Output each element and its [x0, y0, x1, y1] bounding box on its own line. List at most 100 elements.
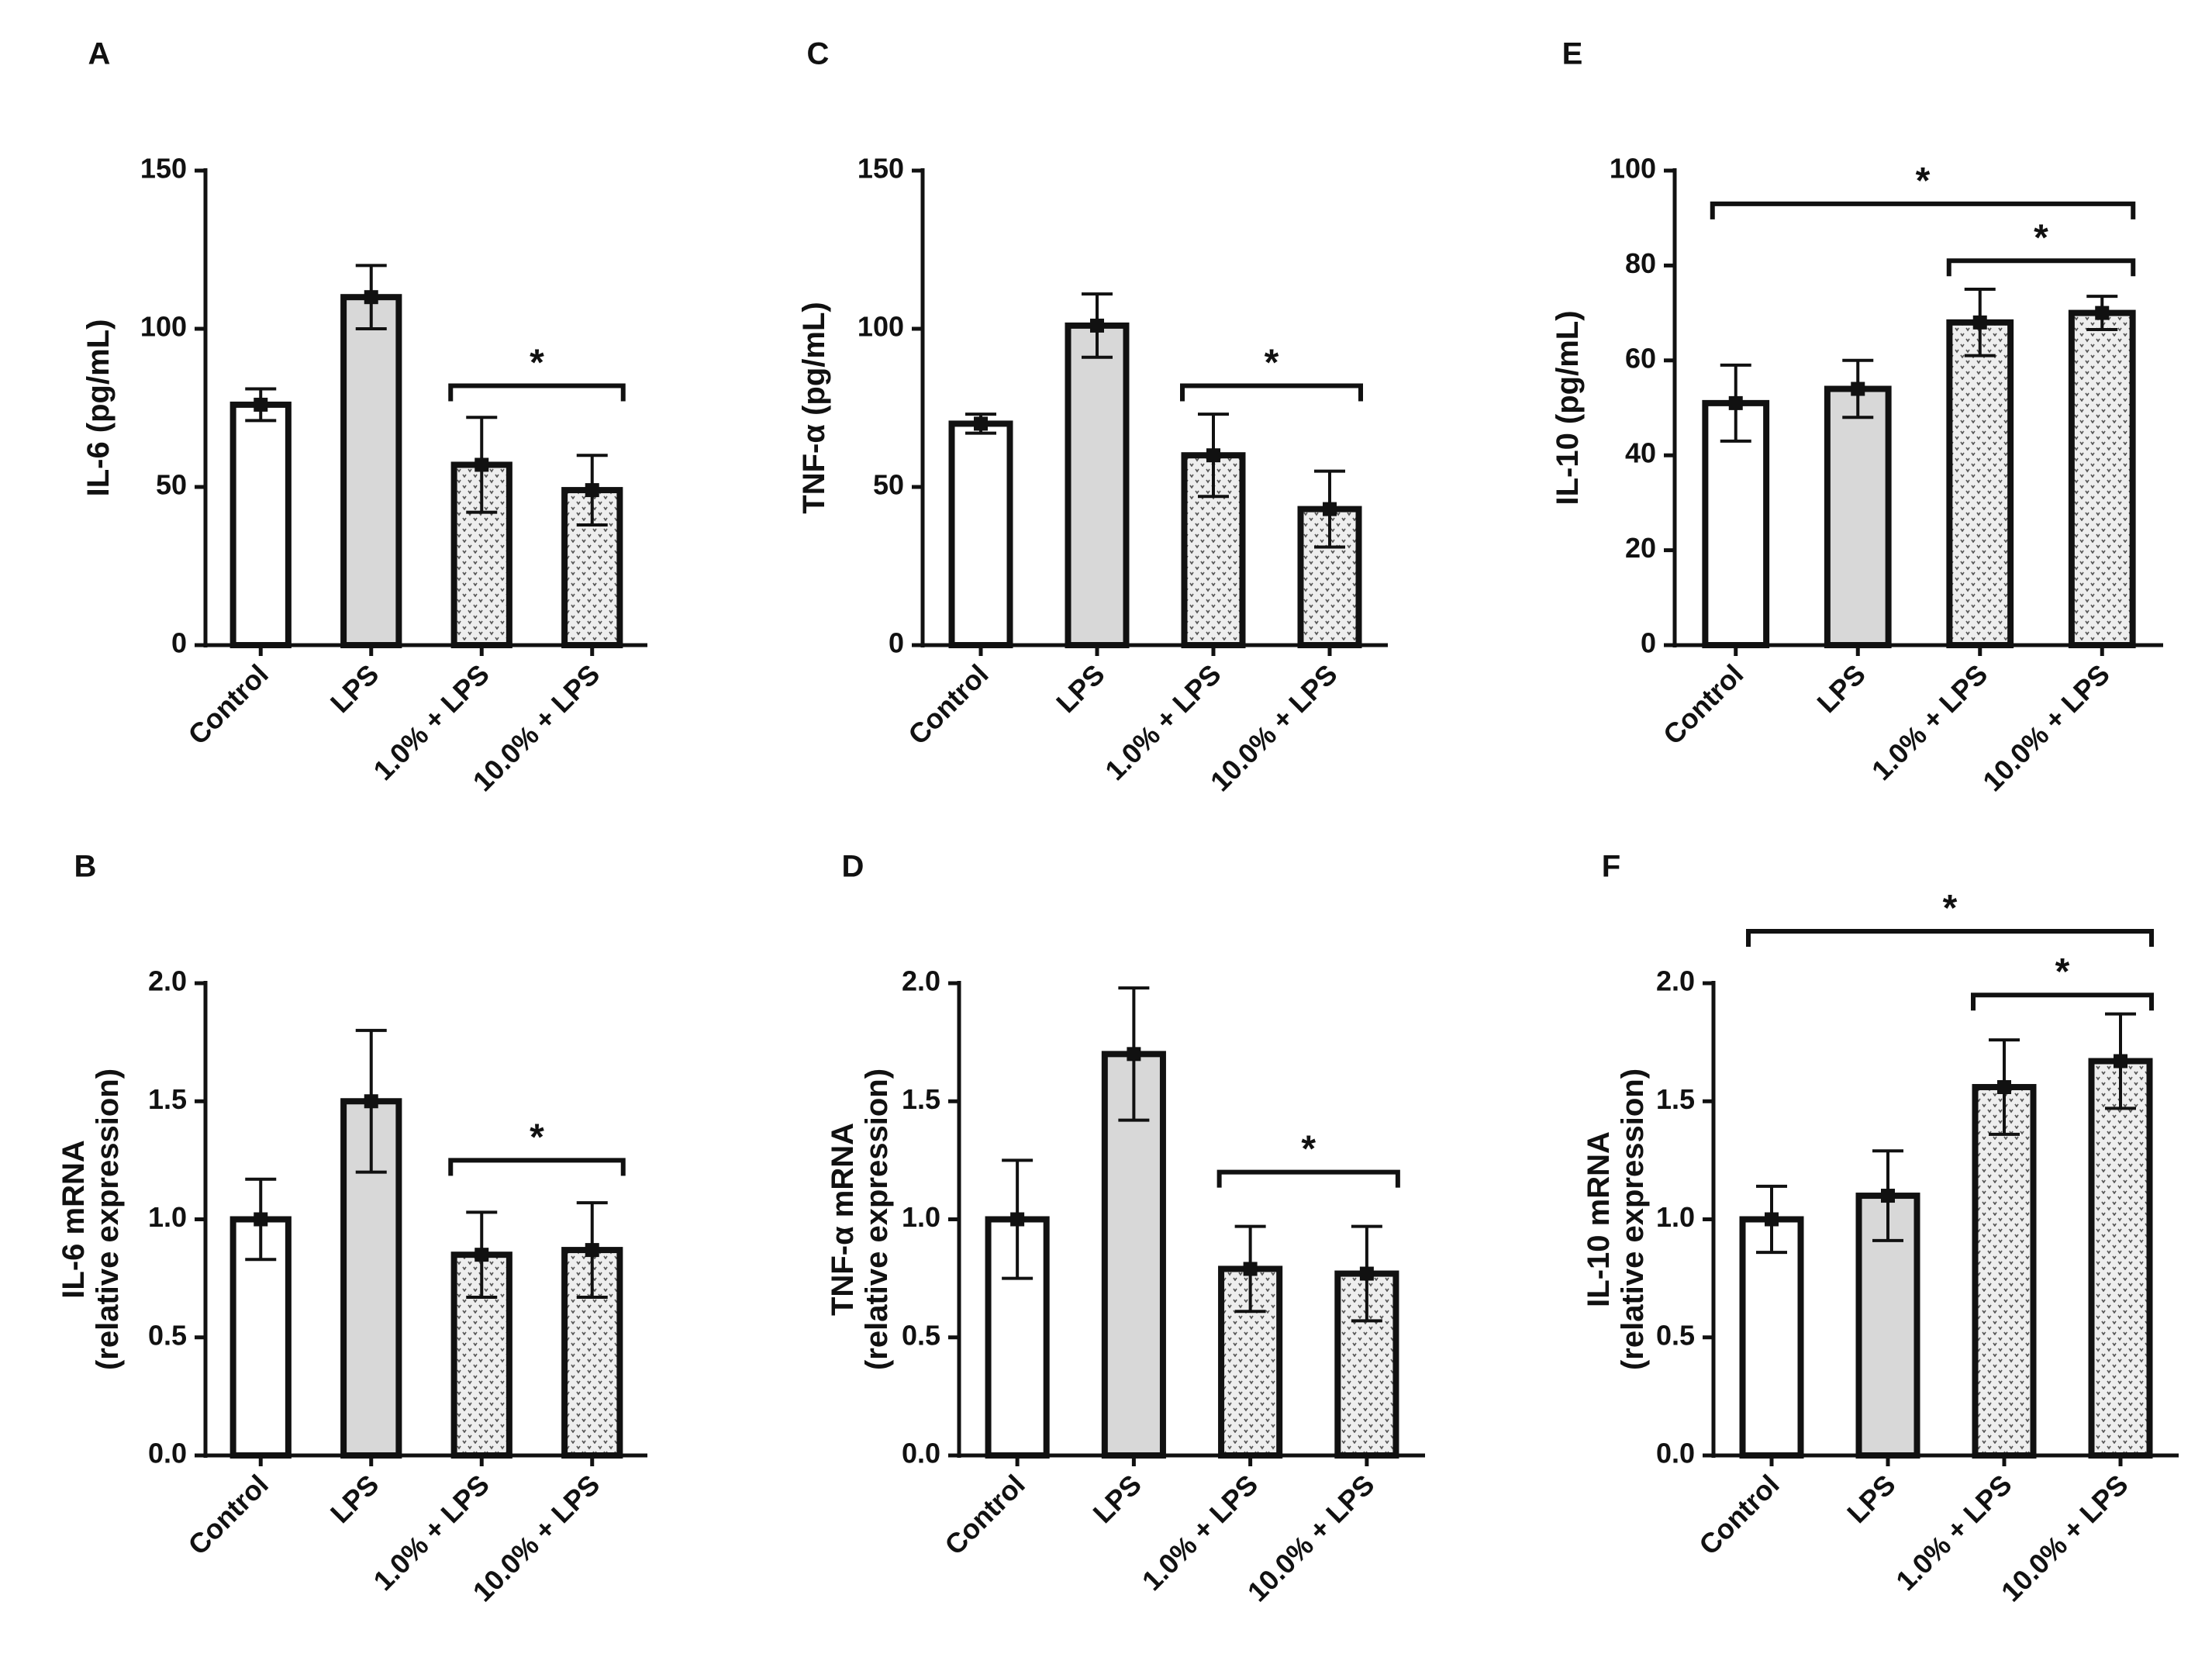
mean-marker-control [1765, 1212, 1779, 1227]
y-tick-label: 50 [873, 469, 904, 501]
y-axis-label-line-1: TNF-α mRNA [826, 1123, 860, 1316]
mean-marker-1-0-lps [1206, 448, 1220, 463]
y-axis-label-line-1: IL-10 mRNA [1582, 1131, 1616, 1307]
mean-marker-lps [1851, 381, 1865, 396]
mean-marker-1-0-lps [474, 457, 489, 472]
y-tick-label: 0.5 [902, 1319, 940, 1351]
y-axis-label-line-1: TNF-α (pg/mL) [797, 302, 831, 513]
x-tick-label-lps: LPS [1841, 1469, 1901, 1529]
bar-1-0-lps [1972, 1083, 2037, 1459]
significance-bracket [448, 383, 626, 402]
panel-f: F 0.0 0.5 1.0 1.5 2.0 IL-10 mRNA(relative expr… [1582, 850, 2179, 1607]
y-tick-label: 0 [1641, 627, 1656, 659]
mean-marker-lps [1881, 1189, 1895, 1203]
x-tick-label-control: Control [1693, 1469, 1785, 1561]
panel-label: B [74, 850, 97, 884]
significance-bracket [1946, 258, 2136, 277]
x-tick-label-1-0-lps: 1.0% + LPS [1889, 1469, 2018, 1597]
bar-control [1702, 399, 1770, 648]
significance-star: * [2034, 217, 2048, 258]
mean-marker-10-0-lps [2095, 306, 2110, 320]
bar-1-0-lps [1946, 319, 2014, 648]
x-tick-label-lps: LPS [1810, 658, 1871, 719]
panel-b: B 0.0 0.5 1.0 1.5 2.0 IL-6 mRNA(relative expre… [57, 850, 647, 1607]
y-tick-label: 1.0 [1656, 1201, 1695, 1233]
significance-star: * [1943, 888, 1958, 929]
y-tick-label: 0.5 [1656, 1319, 1695, 1351]
bar-1-0-lps [1218, 1265, 1283, 1459]
y-axis-label-line-2: (relative expression) [860, 1069, 894, 1370]
mean-marker-lps [1127, 1047, 1141, 1062]
y-tick-label: 50 [156, 469, 187, 501]
bar-lps [1065, 322, 1130, 648]
y-tick-label: 1.0 [148, 1201, 187, 1233]
significance-star: * [530, 1117, 544, 1158]
y-axis-label: IL-6 mRNA(relative expression) [57, 1069, 125, 1370]
y-tick-label: 2.0 [148, 965, 187, 997]
y-tick-label: 1.5 [1656, 1083, 1695, 1115]
x-tick-label-1-0-lps: 1.0% + LPS [1865, 658, 1994, 787]
y-axis-label: IL-10 (pg/mL) [1551, 310, 1585, 505]
x-tick-label-lps: LPS [1087, 1469, 1147, 1529]
bar-lps [340, 294, 402, 648]
mean-marker-10-0-lps [1323, 502, 1337, 516]
y-axis-label: TNF-α mRNA(relative expression) [826, 1069, 894, 1370]
x-tick-label-lps: LPS [324, 1469, 385, 1529]
x-tick-label-control: Control [181, 1469, 274, 1561]
panel-label: D [842, 850, 864, 884]
significance-star: * [530, 342, 544, 383]
y-tick-label: 0 [889, 627, 904, 659]
y-axis-label-line-2: (relative expression) [1616, 1069, 1650, 1370]
bar-10-0-lps [2088, 1058, 2153, 1459]
panel-label: E [1562, 37, 1583, 71]
mean-marker-control [254, 397, 268, 412]
x-tick-label-1-0-lps: 1.0% + LPS [1099, 658, 1227, 787]
mean-marker-1-0-lps [1243, 1262, 1258, 1276]
x-tick-label-10-0-lps: 10.0% + LPS [1976, 658, 2116, 798]
mean-marker-control [254, 1212, 268, 1227]
y-tick-label: 1.0 [902, 1201, 940, 1233]
mean-marker-1-0-lps [1997, 1079, 2011, 1094]
significance-star: * [1265, 342, 1279, 383]
y-tick-label: 2.0 [1656, 965, 1695, 997]
y-axis-label-line-1: IL-6 (pg/mL) [81, 319, 116, 497]
y-tick-label: 20 [1625, 532, 1656, 564]
y-axis-label: IL-6 (pg/mL) [81, 319, 116, 497]
significance-bracket [1746, 929, 2154, 948]
significance-star: * [1301, 1129, 1316, 1170]
mean-marker-lps [1090, 318, 1104, 333]
significance-star: * [1916, 161, 1931, 202]
bar-10-0-lps [2068, 309, 2136, 648]
y-tick-label: 1.5 [148, 1083, 187, 1115]
mean-marker-10-0-lps [2114, 1054, 2127, 1069]
bar-control [948, 420, 1013, 649]
mean-marker-10-0-lps [1359, 1266, 1374, 1281]
panel-e: E 0 20 40 60 80 100 IL-10 (pg/mL) Control LPS1.0%… [1551, 37, 2163, 798]
y-tick-label: 0.0 [148, 1438, 187, 1469]
significance-bracket [448, 1158, 626, 1176]
mean-marker-10-0-lps [585, 483, 599, 498]
significance-bracket [1710, 201, 2136, 219]
y-tick-label: 40 [1625, 437, 1656, 469]
mean-marker-1-0-lps [474, 1248, 489, 1262]
significance-bracket [1180, 383, 1363, 402]
mean-marker-lps [364, 1094, 378, 1109]
y-tick-label: 0 [171, 627, 187, 659]
bar-lps [1824, 385, 1892, 648]
mean-marker-10-0-lps [585, 1243, 599, 1258]
bar-control [229, 401, 292, 648]
x-tick-label-control: Control [1657, 658, 1749, 751]
mean-marker-lps [364, 290, 378, 305]
significance-bracket [1216, 1169, 1400, 1188]
significance-star: * [2055, 951, 2070, 993]
y-axis-label: TNF-α (pg/mL) [797, 302, 831, 513]
y-tick-label: 2.0 [902, 965, 940, 997]
panel-d: D 0.0 0.5 1.0 1.5 2.0 TNF-α mRNA(relative expr… [826, 850, 1425, 1607]
x-tick-label-lps: LPS [324, 658, 385, 719]
y-axis-label-line-1: IL-10 (pg/mL) [1551, 310, 1585, 505]
mean-marker-control [1728, 395, 1743, 410]
panel-label: A [88, 37, 111, 71]
y-tick-label: 150 [140, 153, 187, 185]
